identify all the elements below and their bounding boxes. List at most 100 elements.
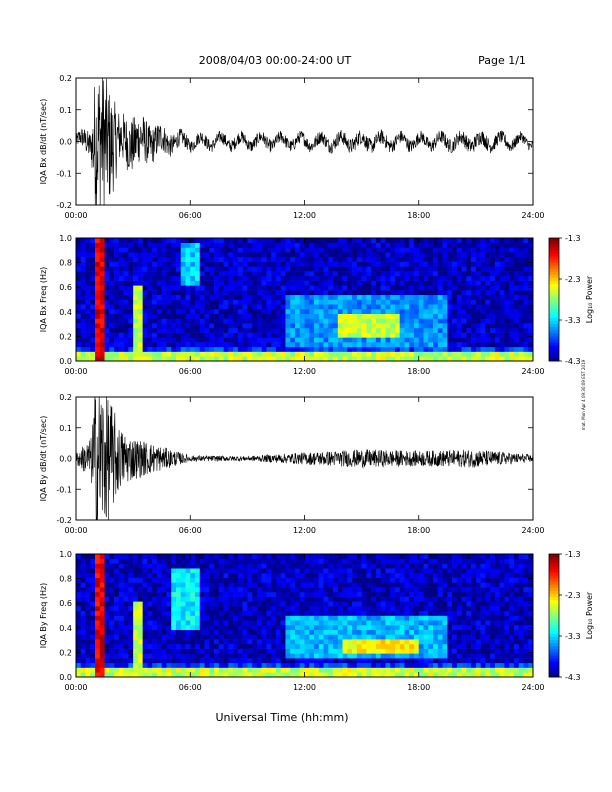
spectrogram-cell [342,596,348,602]
spectrogram-cell [147,266,153,272]
spectrogram-cell [109,591,115,597]
spectrogram-cell [371,332,377,338]
spectrogram-cell [175,290,182,296]
spectrogram-cell [76,672,82,677]
spectrogram-cell [485,337,491,343]
spectrogram-cell [447,299,453,305]
spectrogram-cell [290,582,296,588]
spectrogram-cell [418,554,424,560]
spectrogram-cell [133,615,139,621]
spectrogram-cell [347,332,353,338]
spectrogram-cell [337,639,343,645]
spectrogram-cell [433,648,439,654]
spectrogram-cell [142,606,148,612]
spectrogram-cell [309,261,315,267]
spectrogram-cell [375,356,381,361]
spectrogram-cell [256,313,262,319]
spectrogram-cell [171,587,177,593]
spectrogram-cell [456,256,462,262]
spectrogram-cell [447,601,453,607]
spectrogram-cell [190,337,196,343]
spectrogram-cell [147,337,153,343]
spectrogram-cell [333,587,339,593]
spectrogram-cell [137,332,143,338]
spectrogram-cell [180,304,186,310]
spectrogram-cell [356,587,362,593]
spectrogram-cell [123,261,129,267]
x-tick-label: 06:00 [179,367,202,376]
spectrogram-cell [190,582,196,588]
spectrogram-cell [218,356,224,361]
spectrogram-cell [394,346,401,352]
spectrogram-cell [404,662,410,668]
spectrogram-cell [166,266,172,272]
spectrogram-cell [85,601,91,607]
spectrogram-cell [466,658,472,664]
series-line [76,78,533,205]
spectrogram-cell [409,558,415,564]
spectrogram-cell [147,256,153,262]
spectrogram-cell [442,606,448,612]
spectrogram-cell [380,634,386,640]
spectrogram-cell [285,351,291,357]
spectrogram-cell [218,629,224,635]
spectrogram-cell [494,653,500,659]
spectrogram-cell [361,327,367,333]
spectrogram-cell [475,242,481,248]
spectrogram-cell [209,582,215,588]
spectrogram-cell [433,658,439,664]
spectrogram-cell [318,275,324,281]
spectrogram-cell [447,610,453,616]
spectrogram-cell [214,653,220,659]
spectrogram-cell [161,558,167,564]
spectrogram-cell [433,308,439,314]
spectrogram-cell [104,563,110,569]
spectrogram-cell [85,308,91,314]
spectrogram-cell [371,275,377,281]
spectrogram-cell [223,238,229,244]
spectrogram-cell [409,290,415,296]
spectrogram-cell [280,563,286,569]
spectrogram-cell [161,238,167,244]
spectrogram-cell [361,582,367,588]
spectrogram-cell [390,554,396,560]
x-tick-label: 00:00 [64,367,87,376]
spectrogram-cell [85,582,91,588]
spectrogram-cell [133,275,139,281]
spectrogram-cell [242,577,248,583]
spectrogram-cell [399,351,405,357]
spectrogram-cell [261,596,267,602]
spectrogram-cell [95,242,101,248]
spectrogram-cell [133,572,139,578]
spectrogram-cell [166,582,172,588]
spectrogram-cell [523,304,529,310]
spectrogram-cell [271,568,277,574]
spectrogram-cell [342,275,348,281]
spectrogram-cell [142,327,148,333]
spectrogram-cell [152,280,158,286]
spectrogram-cell [280,252,286,258]
spectrogram-cell [466,247,472,253]
spectrogram-cell [175,261,182,267]
spectrogram-cell [142,323,148,329]
spectrogram-cell [352,271,358,277]
spectrogram-cell [261,337,267,343]
spectrogram-cell [366,662,372,668]
spectrogram-cell [428,332,434,338]
spectrogram-cell [99,554,105,560]
spectrogram-cell [261,299,267,305]
spectrogram-cell [471,290,477,296]
spectrogram-cell [147,247,153,253]
spectrogram-cell [509,285,515,291]
spectrogram-cell [90,308,96,314]
spectrogram-cell [199,313,205,319]
spectrogram-cell [137,271,143,277]
spectrogram-cell [285,615,291,621]
spectrogram-cell [528,337,533,343]
spectrogram-cell [156,294,162,300]
spectrogram-cell [337,238,343,244]
spectrogram-cell [171,554,177,560]
spectrogram-cell [390,238,396,244]
spectrogram-cell [409,342,415,348]
spectrogram-cell [442,346,448,352]
